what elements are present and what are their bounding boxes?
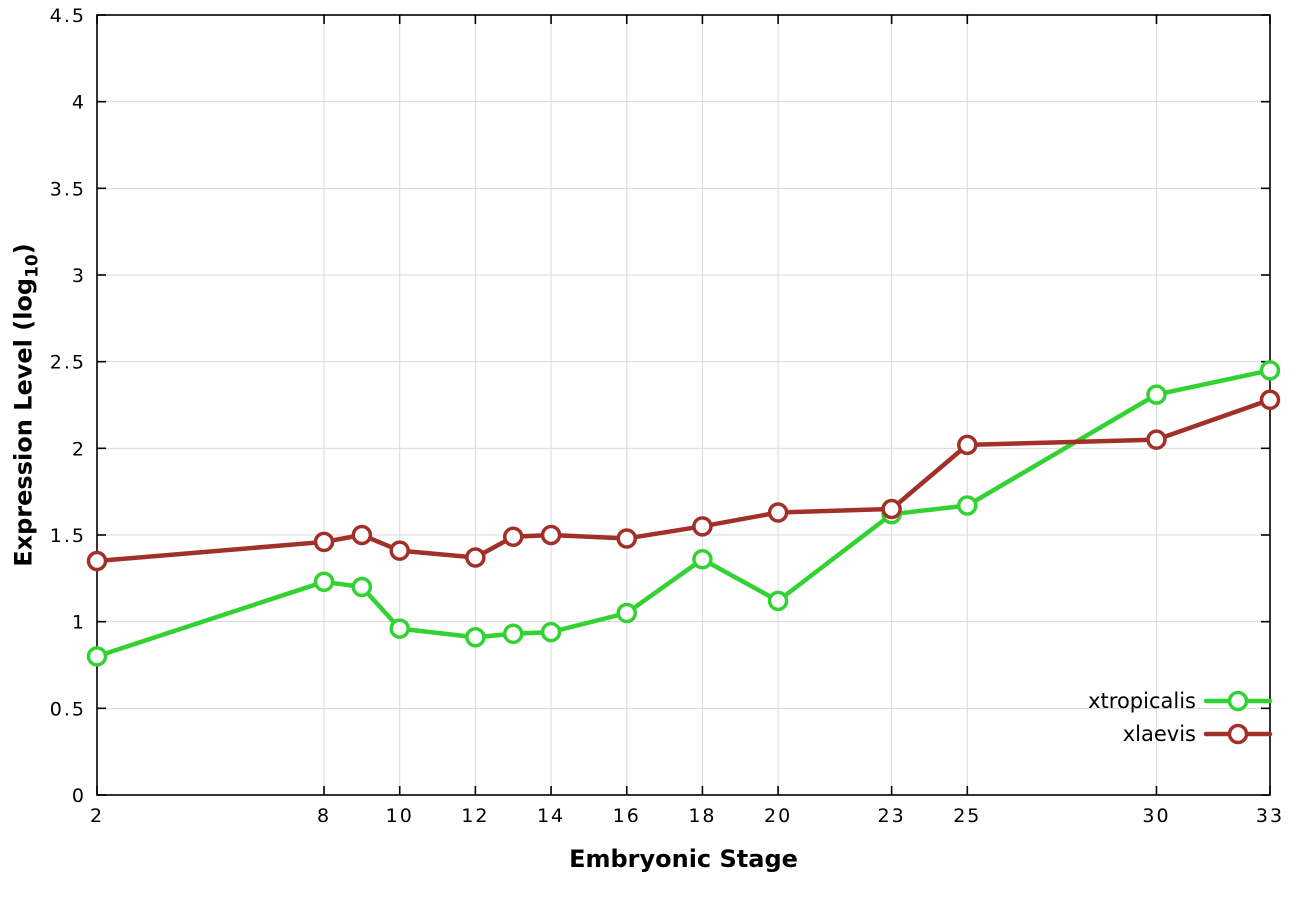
legend-label-xtropicalis: xtropicalis [1088,689,1196,713]
data-point-xlaevis [692,516,713,537]
y-tick-label: 2 [72,438,86,460]
series-line-xtropicalis [94,368,1273,659]
data-point-xlaevis [313,531,335,553]
y-tick-label: 4 [72,92,86,114]
data-point-xtropicalis [313,571,335,593]
data-point-xlaevis [616,528,637,549]
data-point-xtropicalis [692,549,713,570]
data-point-xlaevis [86,550,108,572]
data-point-xlaevis [1146,429,1167,450]
data-point-xtropicalis [616,602,637,624]
y-tick-label: 3.5 [50,178,86,200]
data-point-xtropicalis [465,627,486,648]
data-point-xlaevis [351,524,373,546]
y-axis-label-subscript: 10 [22,254,43,278]
y-tick-label: 0.5 [50,698,86,720]
data-point-xtropicalis [540,621,562,643]
x-tick-label: 23 [878,805,906,827]
x-axis-label: Embryonic Stage [569,845,798,873]
legend-sample-marker-xtropicalis [1227,690,1249,712]
data-point-xtropicalis [389,618,410,639]
y-tick-label: 0 [72,785,86,807]
data-point-xlaevis [1259,389,1281,411]
x-tick-label: 30 [1142,805,1170,827]
data-point-xtropicalis [351,576,373,598]
x-tick-label: 16 [613,805,641,827]
data-point-xtropicalis [86,646,108,667]
x-tick-label: 25 [953,805,981,827]
y-tick-label: 4.5 [50,5,86,27]
x-tick-label: 12 [461,805,489,827]
data-point-xtropicalis [1146,384,1167,405]
data-point-xtropicalis [767,590,789,612]
plot-border [96,14,1271,796]
y-tick-label: 2.5 [50,352,86,374]
y-tick-label: 1 [72,612,86,634]
series-line-xlaevis [94,397,1273,564]
y-axis-label-text: Expression Level (log [9,277,38,567]
x-tick-label: 33 [1256,805,1284,827]
y-axis-label-suffix: ) [9,243,38,255]
y-axis-label: Expression Level (log10) [10,243,43,566]
x-tick-label: 8 [317,805,331,827]
data-point-xtropicalis [1259,360,1281,381]
data-point-xlaevis [540,524,562,546]
data-point-xlaevis [881,498,902,520]
data-point-xtropicalis [502,623,524,645]
data-point-xlaevis [502,526,524,547]
x-tick-label: 18 [688,805,716,827]
y-tick-label: 1.5 [50,525,86,547]
x-tick-label: 20 [764,805,792,827]
x-tick-label: 10 [386,805,414,827]
data-point-xtropicalis [957,495,978,516]
x-tick-label: 14 [537,805,565,827]
data-point-xlaevis [389,540,410,561]
data-point-xlaevis [465,547,486,568]
x-tick-label: 2 [90,805,104,827]
data-point-xlaevis [767,502,789,523]
legend-sample-marker-xlaevis [1227,723,1249,745]
data-point-xlaevis [957,434,978,456]
y-tick-label: 3 [72,265,86,287]
legend-label-xlaevis: xlaevis [1123,722,1196,746]
